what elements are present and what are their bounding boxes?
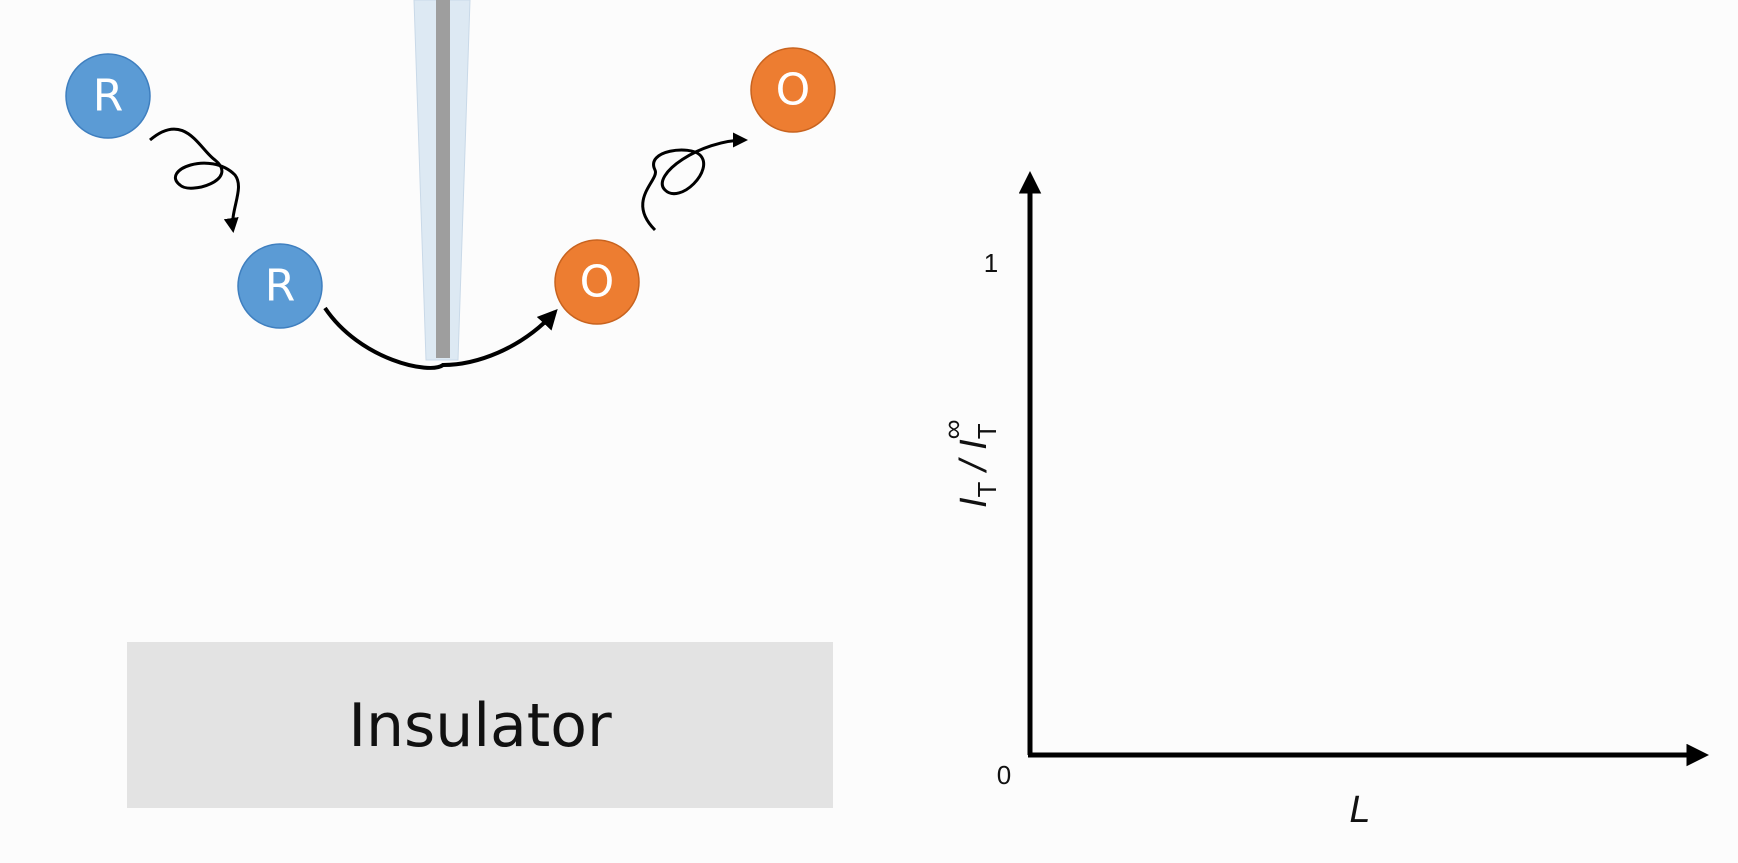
y-axis-label-sub1: T	[972, 481, 1002, 497]
y-axis-label-sep: /	[953, 450, 995, 482]
molecule-r-top-circle	[65, 53, 151, 139]
insulator-label: Insulator	[348, 691, 612, 761]
y-axis-label: IT / IT∞	[937, 419, 1002, 508]
y-tick-label-0: 0	[997, 760, 1011, 790]
probe-electrode-wire	[436, 0, 450, 358]
y-axis-label-sup2: ∞	[937, 419, 968, 439]
y-axis-label-sub2: T	[972, 423, 1002, 439]
y-axis-label-i2: I	[953, 439, 995, 450]
y-axis-label-i1: I	[953, 497, 995, 508]
molecule-r-top: R	[65, 53, 151, 139]
x-axis-label: L	[1349, 789, 1370, 831]
molecule-o-near-tip: O	[554, 239, 640, 325]
molecule-o-top: O	[750, 47, 836, 133]
molecule-o-top-label: O	[776, 65, 811, 116]
molecule-r-top-label: R	[93, 71, 124, 122]
y-tick-label-1: 1	[984, 248, 998, 278]
molecule-r-near-tip: R	[237, 243, 323, 329]
diffusion-arrow-reduced	[149, 127, 240, 233]
diffusion-arrow-oxidized	[641, 132, 748, 232]
electron-transfer-arrow	[323, 306, 558, 370]
molecule-o-top-circle	[750, 47, 836, 133]
probe-tip	[413, 0, 471, 361]
molecule-o-near-tip-circle	[554, 239, 640, 325]
insulator-substrate: Insulator	[127, 642, 833, 808]
insulator-block	[127, 642, 833, 808]
approach-curve-chart: 1 0 L IT / IT∞	[937, 171, 1709, 831]
molecule-r-near-tip-label: R	[265, 261, 296, 312]
molecule-o-near-tip-label: O	[580, 257, 615, 308]
molecule-r-near-tip-circle	[237, 243, 323, 329]
